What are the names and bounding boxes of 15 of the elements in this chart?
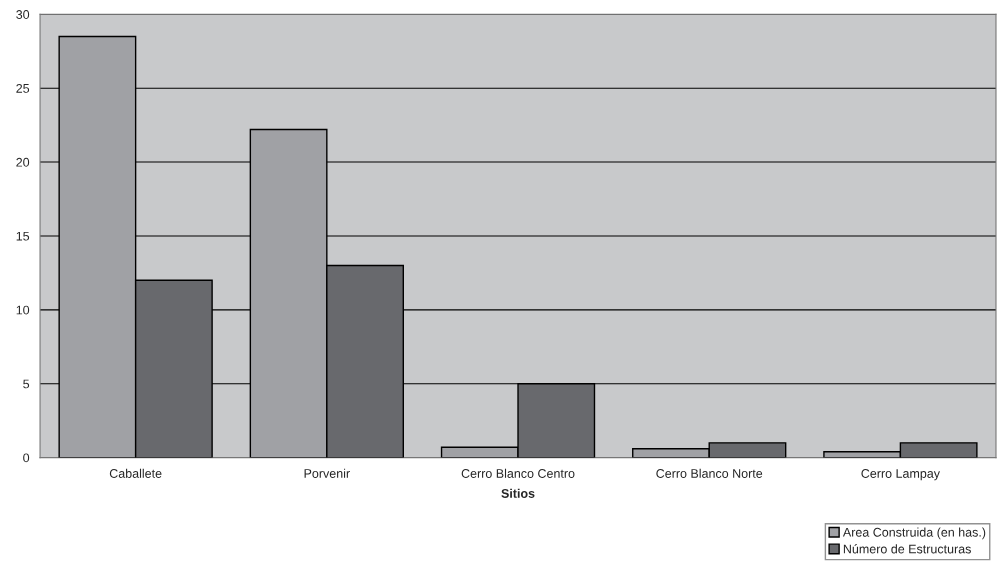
y-tick-label: 20 — [16, 157, 30, 167]
y-tick-label: 0 — [23, 453, 30, 463]
legend-label: Número de Estructuras — [843, 544, 971, 554]
x-tick-label: Cerro Lampay — [861, 469, 940, 481]
x-tick-label: Caballete — [109, 468, 162, 478]
x-tick-label: Porvenir — [304, 468, 350, 478]
legend-label: Area Construida (en has.) — [842, 527, 986, 540]
x-axis-title: Sitios — [501, 488, 535, 498]
y-tick-label: 5 — [23, 379, 30, 389]
x-tick-label: Cerro Blanco Centro — [461, 468, 575, 478]
y-tick-label: 25 — [16, 83, 30, 93]
x-tick-label: Cerro Blanco Norte — [656, 468, 763, 478]
y-tick-label: 10 — [16, 305, 30, 315]
y-tick-label: 30 — [16, 10, 30, 19]
y-tick-label: 15 — [16, 231, 30, 241]
